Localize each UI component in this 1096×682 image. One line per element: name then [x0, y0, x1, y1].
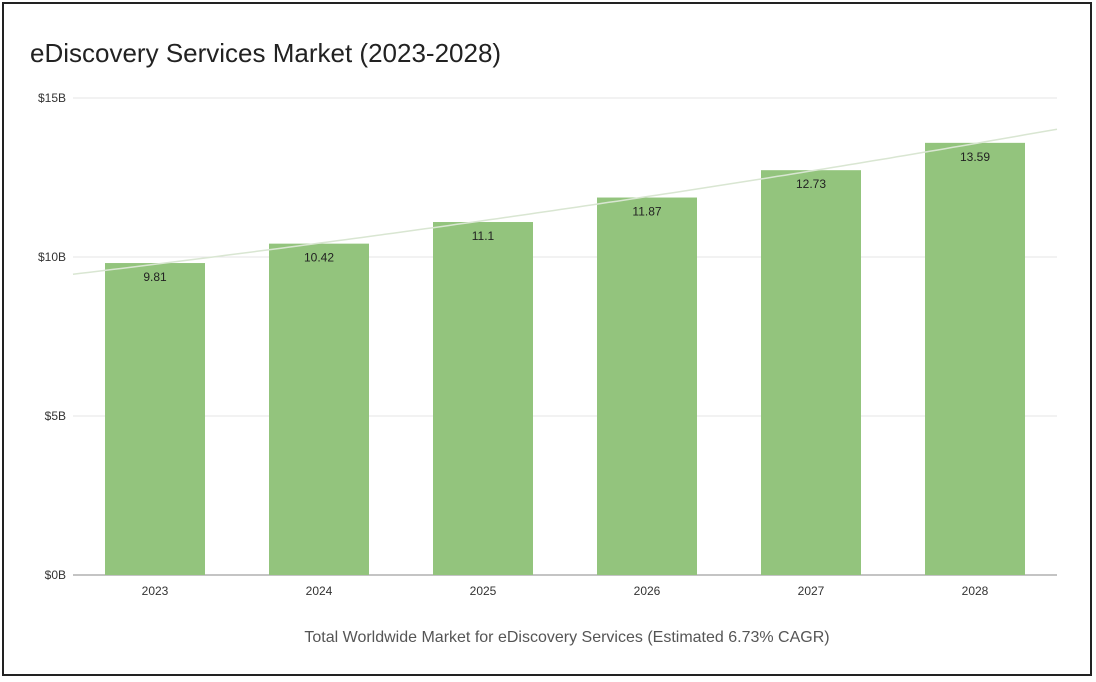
data-label: 9.81 — [143, 270, 167, 284]
x-tick-label: 2028 — [962, 584, 989, 598]
bar-2028 — [925, 142, 1025, 575]
data-label: 11.87 — [632, 205, 661, 219]
x-tick-label: 2023 — [142, 584, 169, 598]
y-tick-label: $15B — [38, 91, 66, 105]
y-tick-label: $10B — [38, 250, 66, 264]
bar-2023 — [105, 263, 205, 575]
y-tick-label: $5B — [45, 409, 66, 423]
x-tick-label: 2026 — [634, 584, 661, 598]
chart-title: eDiscovery Services Market (2023-2028) — [30, 38, 501, 68]
x-tick-label: 2024 — [306, 584, 333, 598]
bar-2027 — [761, 170, 861, 575]
x-tick-label: 2025 — [470, 584, 497, 598]
x-axis-label: Total Worldwide Market for eDiscovery Se… — [304, 629, 829, 646]
data-label: 11.1 — [472, 229, 495, 243]
x-tick-label: 2027 — [798, 584, 825, 598]
data-label: 13.59 — [960, 150, 990, 164]
data-label: 10.42 — [304, 251, 334, 265]
data-label: 12.73 — [796, 177, 826, 191]
bar-2024 — [269, 243, 369, 576]
trendline — [72, 128, 1058, 276]
bar-2025 — [433, 222, 533, 575]
y-tick-label: $0B — [45, 568, 66, 582]
bar-2026 — [597, 197, 697, 575]
